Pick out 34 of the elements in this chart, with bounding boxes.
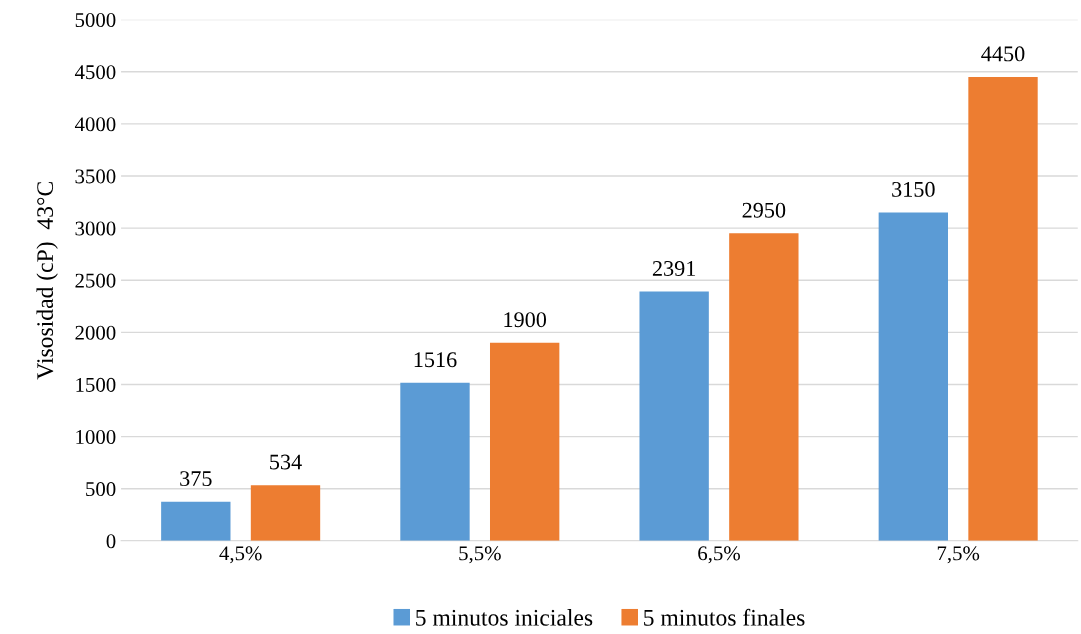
y-tick-label: 3500 bbox=[75, 169, 116, 184]
y-tick-label: 4000 bbox=[74, 117, 116, 132]
x-tick-label: 7,5% bbox=[937, 546, 980, 564]
y-tick-label: 2500 bbox=[75, 273, 116, 288]
bar bbox=[729, 233, 799, 541]
legend-label: 5 minutos iniciales bbox=[416, 609, 593, 626]
y-tick-label: 2000 bbox=[75, 325, 116, 340]
y-tick-label: 1500 bbox=[76, 377, 116, 392]
data-label: 534 bbox=[270, 454, 302, 470]
bar bbox=[878, 212, 949, 541]
y-tick-label: 500 bbox=[86, 482, 116, 497]
bar bbox=[639, 291, 709, 541]
y-tick-label: 3000 bbox=[75, 221, 116, 236]
y-tick-label: 0 bbox=[106, 534, 116, 549]
x-tick-label: 6,5% bbox=[698, 546, 740, 564]
y-axis-title: Visosidad (cP) 43°C bbox=[36, 182, 58, 380]
x-tick-label: 5,5% bbox=[459, 546, 501, 564]
data-label: 2950 bbox=[742, 202, 786, 218]
data-label: 4450 bbox=[981, 46, 1025, 62]
y-tick-label: 4500 bbox=[74, 65, 116, 80]
x-tick-label: 4,5% bbox=[219, 546, 262, 564]
bar bbox=[968, 76, 1038, 541]
y-tick-label: 5000 bbox=[75, 13, 116, 28]
bar bbox=[161, 501, 231, 541]
bar bbox=[400, 382, 470, 541]
bar bbox=[250, 485, 321, 541]
data-label: 375 bbox=[180, 471, 212, 487]
bar bbox=[489, 342, 560, 541]
data-label: 1900 bbox=[504, 312, 547, 328]
data-label: 2391 bbox=[652, 261, 696, 276]
data-label: 1516 bbox=[414, 352, 457, 368]
y-tick-label: 1000 bbox=[76, 429, 116, 445]
legend-label: 5 minutos finales bbox=[644, 608, 805, 626]
data-label: 3150 bbox=[892, 181, 935, 197]
